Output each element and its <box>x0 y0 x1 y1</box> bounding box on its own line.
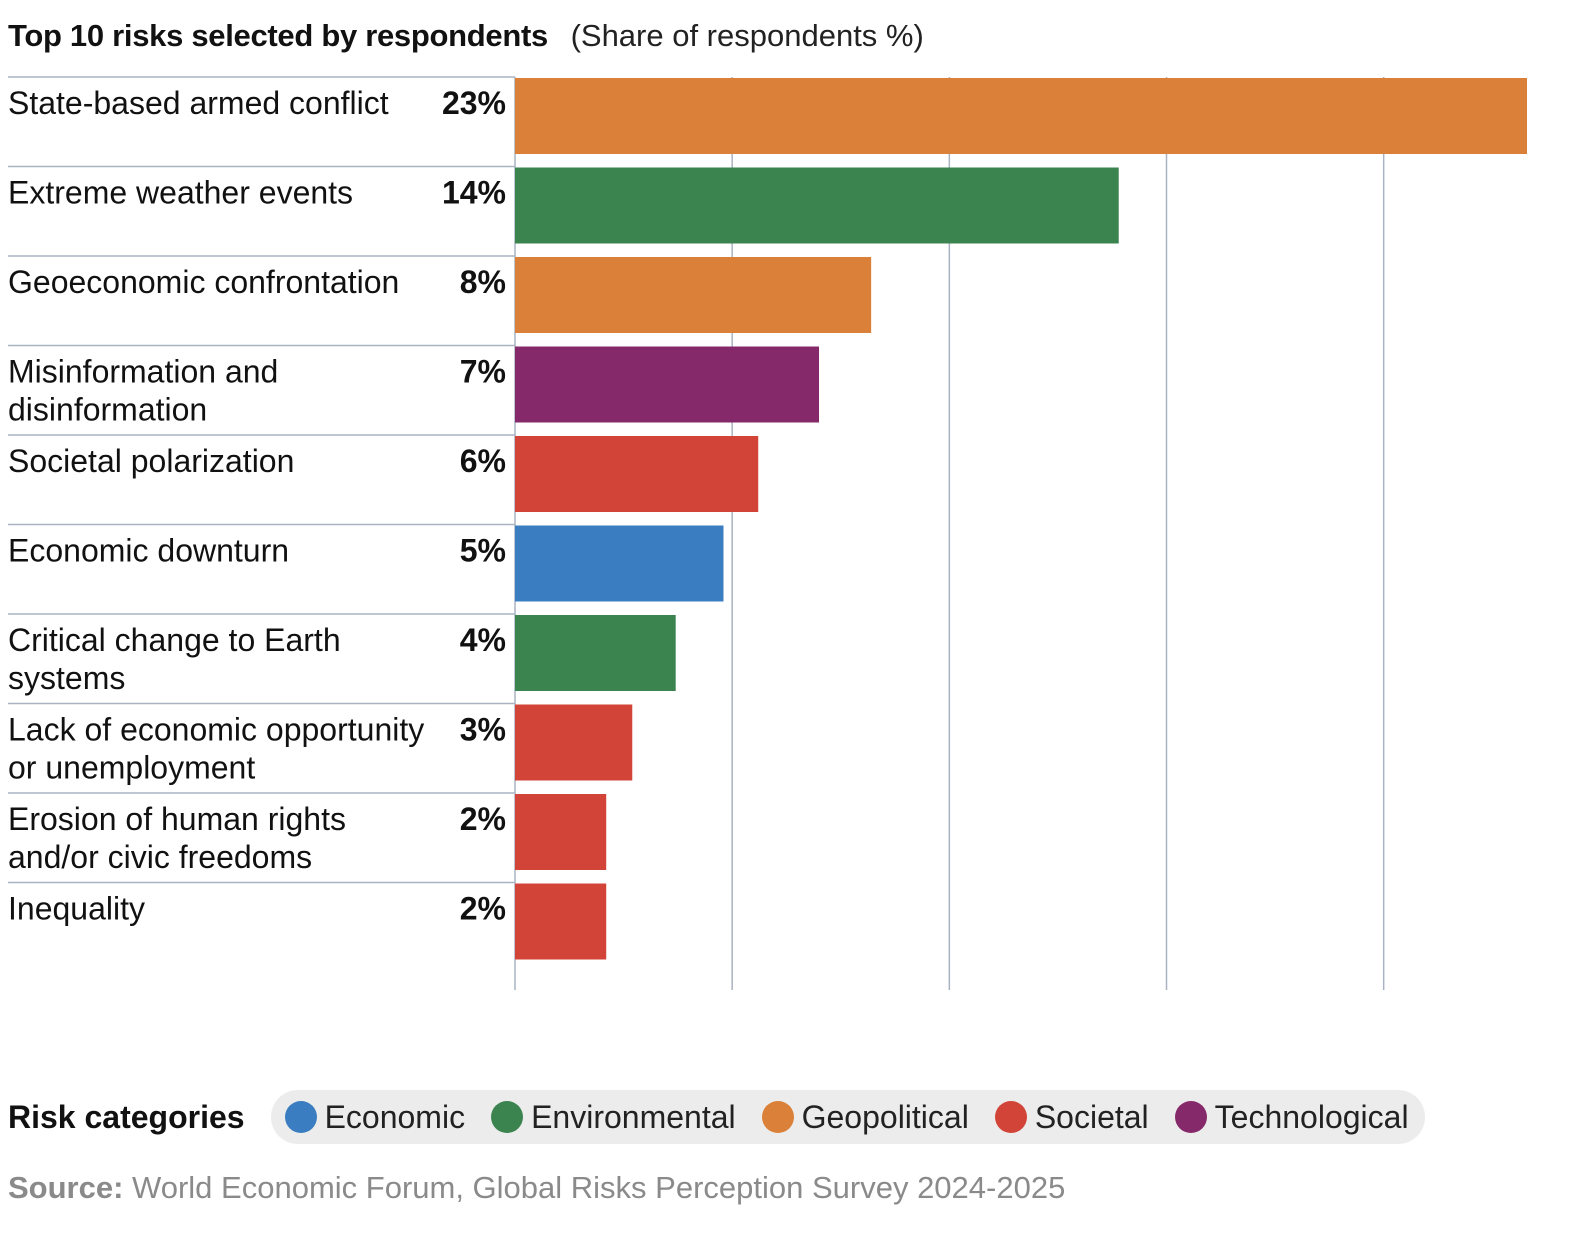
legend-title: Risk categories <box>8 1098 245 1135</box>
value-label: 5% <box>460 533 506 569</box>
category-label: Extreme weather events <box>8 175 353 211</box>
legend-item-economic: Economic <box>284 1098 466 1136</box>
category-label: State-based armed conflict <box>8 85 389 121</box>
chart-title: Top 10 risks selected by respondents <box>8 18 548 53</box>
category-label: Economic downturn <box>8 533 289 569</box>
legend-swatch-technological <box>1174 1101 1207 1133</box>
legend-item-geopolitical: Geopolitical <box>761 1098 969 1136</box>
bar <box>515 167 1119 244</box>
bar <box>515 346 820 423</box>
value-label: 23% <box>442 85 506 121</box>
bar-chart: State-based armed conflict 23% Extreme wea… <box>8 76 1527 990</box>
bar <box>515 78 1527 154</box>
bar <box>515 704 633 781</box>
legend-item-environmental: Environmental <box>491 1099 736 1136</box>
bar <box>515 615 676 691</box>
legend-swatch-geopolitical <box>761 1101 794 1133</box>
legend-item-technological: Technological <box>1174 1098 1409 1136</box>
legend-items: Economic Environmental Geopolitical Soci… <box>270 1090 1425 1144</box>
bar <box>515 883 607 960</box>
bar <box>515 436 759 512</box>
value-label: 14% <box>442 175 506 211</box>
value-label: 4% <box>460 622 506 658</box>
source-note: Source: World Economic Forum, Global Ris… <box>8 1170 1065 1206</box>
category-label: Inequality <box>8 891 145 927</box>
value-label: 2% <box>460 801 506 837</box>
bar <box>515 525 724 602</box>
legend-label-economic: Economic <box>324 1098 466 1135</box>
category-label: Erosion of human rights and/or civic free… <box>8 801 346 875</box>
value-label: 3% <box>460 712 506 748</box>
legend-swatch-environmental <box>491 1101 524 1133</box>
category-label: Critical change to Earth systems <box>8 622 341 696</box>
legend-label-environmental: Environmental <box>531 1098 736 1135</box>
category-label: Geoeconomic confrontation <box>8 264 399 300</box>
legend-swatch-economic <box>284 1101 317 1133</box>
category-label: Lack of economic opportunity or unemploym… <box>8 712 424 786</box>
value-label: 7% <box>460 354 506 390</box>
legend: Risk categories Economic Environmental G… <box>8 1090 1425 1144</box>
category-label: Misinformation and disinformation <box>8 354 278 428</box>
source-text: World Economic Forum, Global Risks Perce… <box>123 1170 1066 1205</box>
value-label: 2% <box>460 891 506 927</box>
bar <box>515 794 607 870</box>
chart-title-row: Top 10 risks selected by respondents (Sh… <box>8 14 924 58</box>
legend-label-technological: Technological <box>1214 1098 1409 1135</box>
source-label: Source: <box>8 1170 124 1205</box>
value-label: 8% <box>460 264 506 300</box>
bar <box>515 257 872 333</box>
legend-label-geopolitical: Geopolitical <box>801 1098 969 1135</box>
legend-item-societal: Societal <box>994 1098 1149 1136</box>
legend-swatch-societal <box>994 1101 1027 1133</box>
category-label: Societal polarization <box>8 443 294 479</box>
legend-label-societal: Societal <box>1034 1098 1149 1135</box>
chart-subtitle: (Share of respondents %) <box>570 18 924 53</box>
value-label: 6% <box>460 443 506 479</box>
